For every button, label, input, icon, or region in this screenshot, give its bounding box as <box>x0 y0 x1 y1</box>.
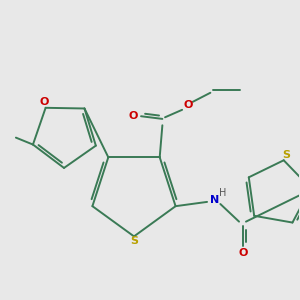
Text: H: H <box>219 188 227 198</box>
Text: O: O <box>184 100 193 110</box>
Text: S: S <box>282 150 290 160</box>
Text: O: O <box>40 98 49 107</box>
Text: N: N <box>210 195 220 205</box>
Text: S: S <box>130 236 138 246</box>
Text: O: O <box>238 248 248 258</box>
Text: O: O <box>129 111 138 121</box>
